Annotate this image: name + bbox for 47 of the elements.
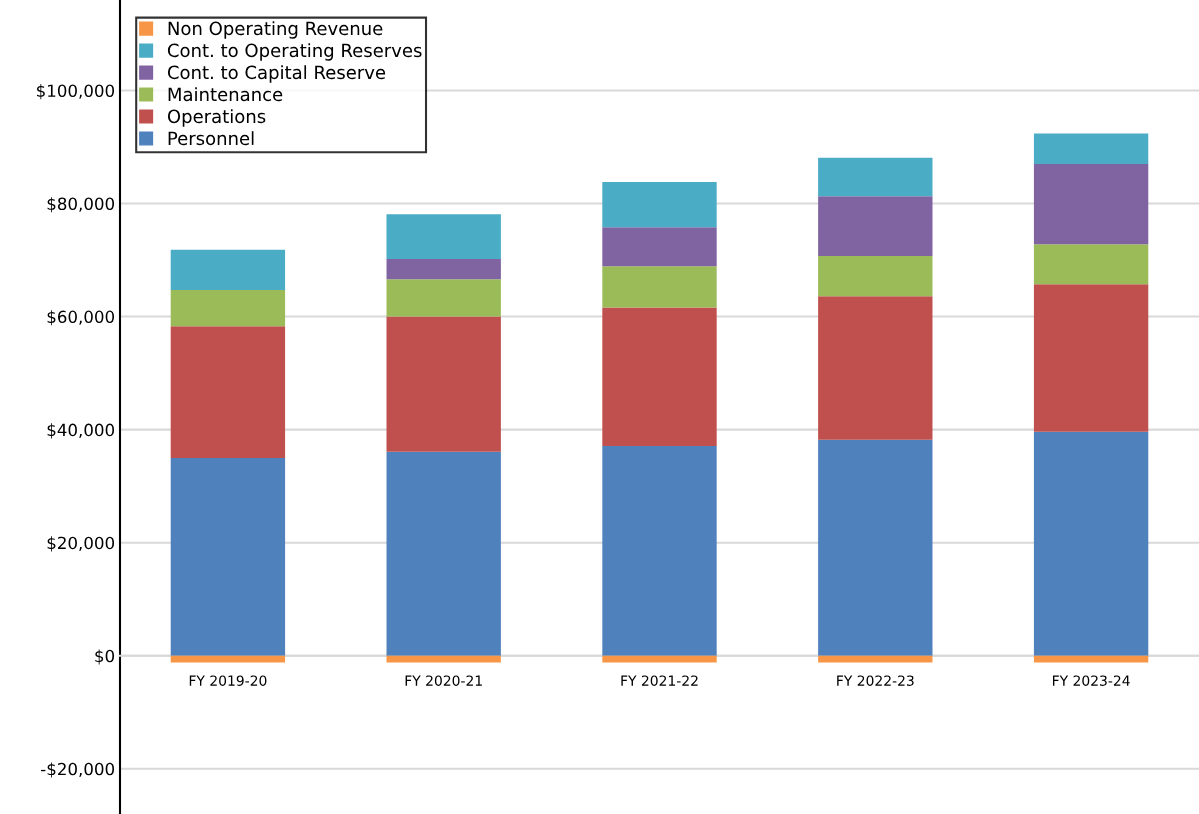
legend-label: Non Operating Revenue	[168, 21, 383, 39]
x-tick-label: FY 2020-21	[405, 675, 482, 686]
bar	[386, 316, 501, 452]
bar	[602, 446, 717, 656]
x-tick-label: FY 2023-24	[1053, 675, 1130, 686]
bar	[386, 451, 501, 656]
bar	[602, 227, 717, 267]
bar	[386, 214, 501, 259]
y-tick-label: -$20,000	[41, 762, 115, 778]
y-tick-label: $60,000	[47, 310, 115, 326]
bar	[170, 326, 286, 458]
bar	[602, 307, 717, 446]
y-tick-label: $80,000	[47, 197, 115, 213]
bar	[1033, 655, 1149, 663]
bar	[170, 655, 286, 663]
y-tick-label: $0	[95, 649, 115, 665]
bar	[1033, 133, 1149, 164]
legend-label: Operations	[167, 109, 266, 127]
bar	[818, 439, 933, 656]
bar	[1033, 244, 1149, 285]
bar	[818, 655, 933, 663]
y-tick-label: $20,000	[47, 536, 115, 552]
bar	[602, 655, 717, 663]
legend-label: Personnel	[168, 131, 254, 146]
bar	[818, 196, 933, 257]
bar	[818, 296, 933, 440]
bar	[386, 258, 501, 280]
bar	[1033, 163, 1149, 245]
bar	[386, 279, 501, 317]
bar	[1033, 284, 1149, 432]
x-tick-label: FY 2022-23	[837, 675, 914, 686]
bar	[1033, 431, 1149, 656]
bar	[818, 157, 933, 197]
bar	[170, 289, 286, 327]
x-tick-label: FY 2019-20	[189, 675, 267, 686]
bar	[170, 457, 286, 656]
bar	[602, 266, 717, 308]
bar	[602, 182, 717, 228]
x-tick-label: FY 2021-22	[621, 675, 698, 686]
legend-label: Cont. to Capital Reserve	[167, 65, 386, 83]
y-tick-label: $100,000	[37, 84, 115, 100]
bar	[170, 249, 286, 290]
legend-label: Maintenance	[168, 87, 283, 102]
legend-label: Cont. to Operating Reserves	[167, 43, 422, 61]
y-tick-label: $40,000	[47, 423, 115, 439]
bar	[818, 256, 933, 297]
bar	[386, 655, 501, 663]
